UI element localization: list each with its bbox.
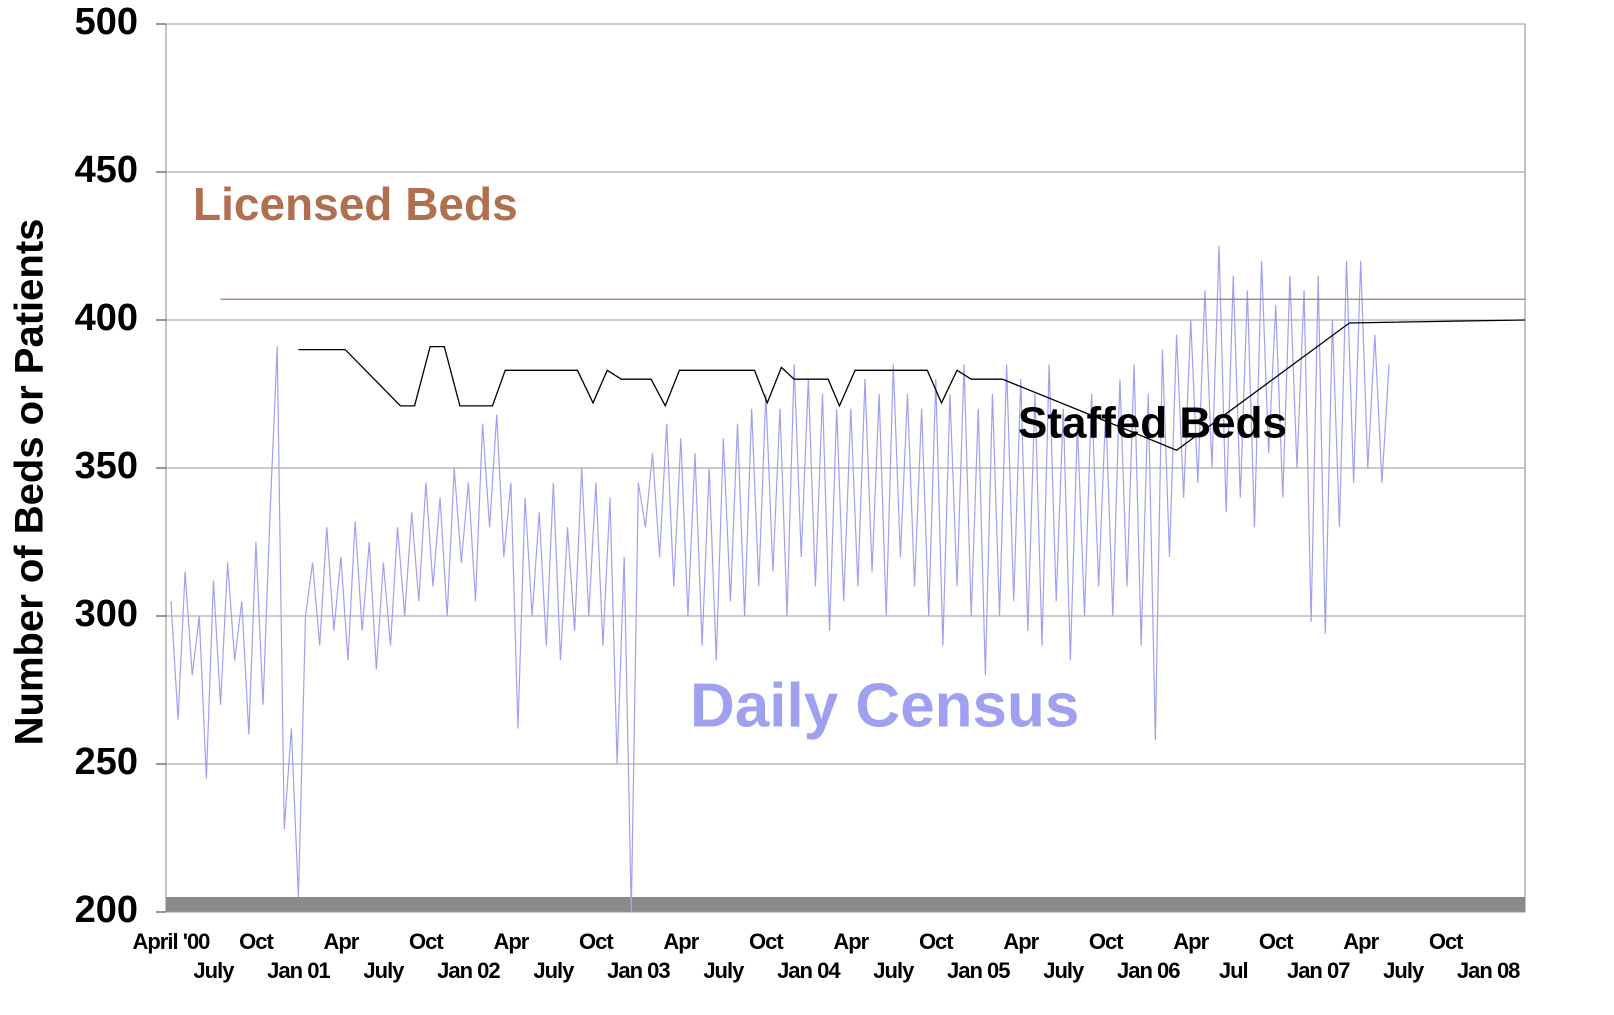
x-tick-label: Jul [1219, 958, 1248, 983]
series-line [170, 245, 1390, 913]
y-tick-label: 250 [75, 741, 138, 783]
x-tick-label: Oct [1259, 929, 1294, 954]
x-tick-label: Apr [323, 929, 359, 954]
x-tick-label: Apr [1003, 929, 1039, 954]
x-tick-label: July [703, 958, 745, 983]
x-tick-label: July [533, 958, 575, 983]
y-tick-label: 300 [75, 593, 138, 635]
y-tick-label: 200 [75, 889, 138, 931]
x-tick-label: July [1383, 958, 1425, 983]
x-tick-label: Apr [1343, 929, 1379, 954]
x-tick-label: Jan 07 [1287, 958, 1350, 983]
axis-band [166, 897, 1525, 912]
x-tick-label: Oct [1089, 929, 1124, 954]
x-tick-label: Oct [409, 929, 444, 954]
x-tick-label: July [363, 958, 405, 983]
x-tick-label: Apr [493, 929, 529, 954]
x-tick-label: Apr [833, 929, 869, 954]
y-axis-label: Number of Beds or Patients [8, 219, 52, 746]
x-tick-label: Oct [919, 929, 954, 954]
x-tick-label: Oct [749, 929, 784, 954]
series-label: Licensed Beds [193, 178, 518, 230]
y-tick-label: 450 [75, 149, 138, 191]
x-tick-label: Jan 05 [947, 958, 1010, 983]
x-tick-label: Jan 08 [1457, 958, 1520, 983]
x-tick-label: Oct [579, 929, 614, 954]
x-tick-label: July [193, 958, 235, 983]
x-tick-label: Jan 03 [607, 958, 670, 983]
series-label: Daily Census [690, 671, 1079, 740]
y-tick-label: 350 [75, 445, 138, 487]
x-tick-label: Jan 04 [777, 958, 841, 983]
x-tick-label: Jan 06 [1117, 958, 1180, 983]
series-line [298, 319, 1526, 451]
x-tick-label: Oct [239, 929, 274, 954]
y-tick-label: 400 [75, 297, 138, 339]
x-tick-label: Oct [1429, 929, 1464, 954]
x-tick-label: Jan 01 [267, 958, 330, 983]
x-tick-label: Apr [663, 929, 699, 954]
series-label: Staffed Beds [1018, 399, 1287, 448]
x-tick-label: July [1043, 958, 1085, 983]
y-tick-label: 500 [75, 1, 138, 43]
x-tick-label: Apr [1173, 929, 1209, 954]
x-tick-label: Jan 02 [437, 958, 500, 983]
x-tick-label: July [873, 958, 915, 983]
x-tick-label: April '00 [132, 929, 210, 954]
